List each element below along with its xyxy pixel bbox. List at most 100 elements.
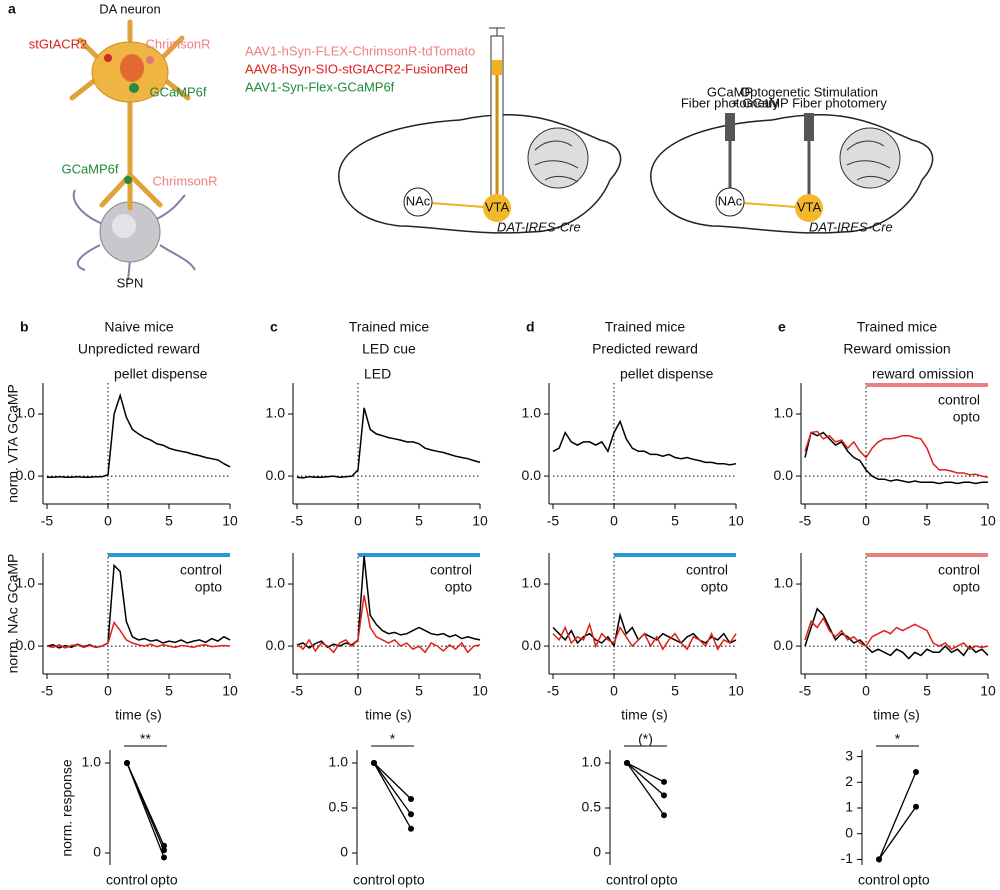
x-tick-label: 0 (354, 683, 362, 699)
x-tick-label: 5 (165, 683, 173, 699)
opsin-dot (104, 54, 112, 62)
y-tick-label: 3 (845, 747, 853, 763)
fiber-label: + GCaMP Fiber photomery (731, 95, 887, 110)
brain-1: NAc VTA DAT-IRES-Cre (338, 27, 622, 234)
trace (804, 607, 989, 660)
x-tick-label: 0 (610, 513, 618, 529)
significance: * (390, 731, 396, 747)
x-tick-label: -5 (799, 683, 812, 699)
y-tick-label: 0 (93, 844, 101, 860)
da-neuron (69, 19, 191, 211)
pair-point (161, 847, 167, 854)
label: GCaMP6f (61, 161, 118, 176)
legend-entry: control (938, 562, 980, 578)
label: SPN (117, 275, 144, 290)
x-axis-label: time (s) (365, 707, 412, 723)
panel-letter: a (8, 1, 16, 17)
x-tick-label: 0 (104, 683, 112, 699)
y-tick-label: 0.0 (16, 467, 36, 483)
label: ChrimsonR (145, 36, 210, 51)
stimulus-bar (614, 553, 736, 557)
virus-label: AAV1-hSyn-FLEX-ChrimsonR-tdTomato (245, 43, 475, 58)
y-tick-label: 0.5 (329, 799, 349, 815)
legend-entry: opto (445, 579, 472, 595)
y-tick-label: 0.5 (582, 799, 602, 815)
pair-line (626, 762, 665, 816)
x-tick-label: -5 (291, 683, 304, 699)
label: DA neuron (99, 1, 160, 16)
trace (804, 616, 989, 651)
trace (552, 622, 737, 651)
x-tick-label: control (858, 872, 900, 888)
x-tick-label: 10 (980, 513, 996, 529)
x-axis-label: time (s) (873, 707, 920, 723)
panel-title: Naive mice (104, 319, 173, 335)
legend-entry: control (686, 562, 728, 578)
pair-point (876, 856, 882, 863)
fiber-label: Fiber photometry (681, 95, 780, 110)
significance: * (895, 731, 901, 747)
y-tick-label: 0.0 (774, 467, 794, 483)
panel-letter: e (778, 319, 786, 335)
annotation: LED (364, 366, 391, 382)
significance: (*) (638, 731, 653, 747)
sensor-dot (124, 176, 132, 184)
mouse-line: DAT-IRES-Cre (497, 219, 581, 234)
fiber-label: GCaMP (707, 84, 753, 99)
trace (552, 419, 737, 466)
x-tick-label: 5 (415, 683, 423, 699)
y-tick-label: 1.0 (329, 754, 349, 770)
y-tick-label: 0.0 (522, 637, 542, 653)
panel-title: Trained mice (349, 319, 430, 335)
da-nucleus (120, 54, 144, 82)
x-tick-label: 0 (104, 513, 112, 529)
x-tick-label: 5 (671, 513, 679, 529)
x-tick-label: -5 (547, 683, 560, 699)
pair-point (661, 812, 667, 819)
y-tick-label: 2 (845, 773, 853, 789)
x-tick-label: 10 (728, 683, 744, 699)
y-tick-label: 0 (845, 824, 853, 840)
pair-point (913, 803, 919, 810)
stimulus-bar (358, 553, 480, 557)
panel-title: LED cue (362, 341, 416, 357)
trace (46, 620, 231, 649)
label: ChrimsonR (152, 173, 217, 188)
x-axis-label: time (s) (621, 707, 668, 723)
y-tick-label: 1.0 (16, 405, 36, 421)
legend-entry: control (938, 392, 980, 408)
pair-point (661, 778, 667, 785)
trace (296, 556, 481, 649)
pair-line (878, 806, 917, 860)
pair-point (161, 854, 167, 861)
pair-point (371, 760, 377, 766)
x-tick-label: opto (397, 872, 424, 888)
label: GCaMP6f (149, 84, 206, 99)
y-tick-label: 1.0 (266, 405, 286, 421)
x-tick-label: 5 (671, 683, 679, 699)
x-tick-label: 5 (923, 513, 931, 529)
region-label: NAc (718, 193, 743, 208)
pair-point (661, 792, 667, 799)
pair-point (408, 796, 414, 802)
pair-point (913, 769, 919, 775)
virus-label: AAV8-hSyn-SIO-stGtACR2-FusionRed (245, 61, 468, 76)
pair-line (878, 771, 917, 860)
pair-point (408, 811, 414, 818)
y-tick-label: -1 (841, 850, 854, 866)
significance: ** (140, 731, 151, 747)
panel-letter: b (20, 319, 29, 335)
spn-nucleus (112, 214, 136, 238)
y-tick-label: 1.0 (774, 575, 794, 591)
x-tick-label: -5 (41, 513, 54, 529)
x-tick-label: 10 (222, 513, 238, 529)
opsin-dot (146, 56, 154, 64)
pair-point (408, 825, 414, 832)
y-tick-label: 1.0 (522, 405, 542, 421)
y-tick-label: 1.0 (16, 575, 36, 591)
y-tick-label: 1.0 (774, 405, 794, 421)
y-tick-label: 1 (845, 799, 853, 815)
y-tick-label: 0.0 (266, 637, 286, 653)
pair-line (126, 762, 165, 858)
